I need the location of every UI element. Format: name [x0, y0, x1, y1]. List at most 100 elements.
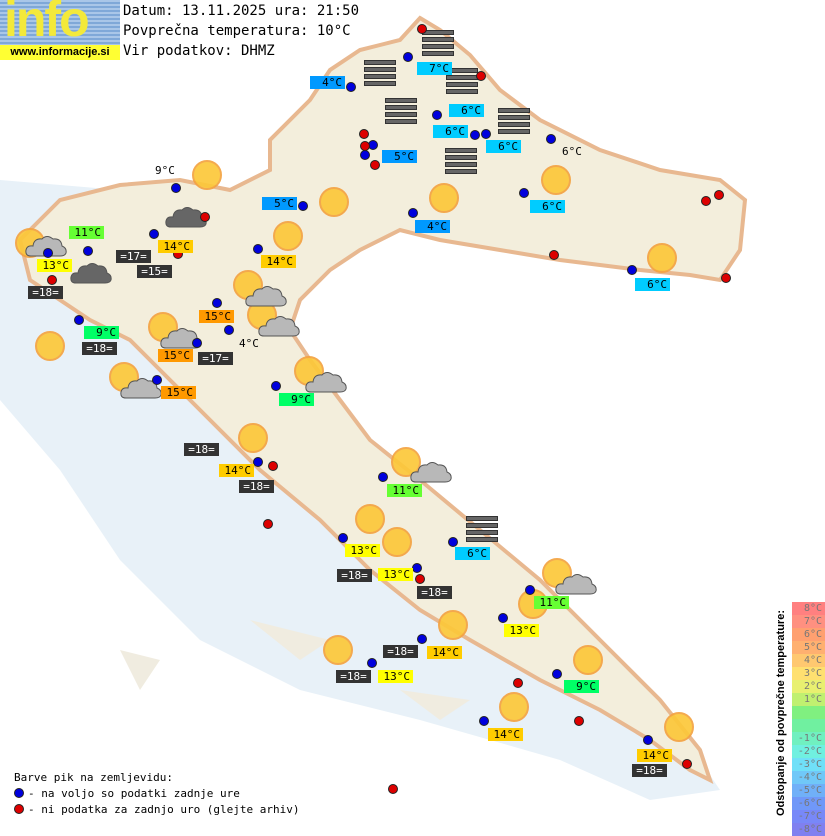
station-dot-available[interactable] [546, 134, 556, 144]
air-temp-label: 14°C [488, 728, 523, 741]
red-dot-icon [14, 804, 24, 814]
station-dot-available[interactable] [470, 130, 480, 140]
sun-icon [238, 423, 268, 453]
sun-icon [664, 712, 694, 742]
legend-blue-row: - na voljo so podatki zadnje ure [14, 786, 300, 802]
station-dot-available[interactable] [346, 82, 356, 92]
air-temp-label: 6°C [433, 125, 468, 138]
station-dot-available[interactable] [519, 188, 529, 198]
station-dot-missing[interactable] [200, 212, 210, 222]
station-dot-available[interactable] [192, 338, 202, 348]
station-dot-missing[interactable] [415, 574, 425, 584]
sea-temp-label: =18= [417, 586, 452, 599]
air-temp-label: 15°C [161, 386, 196, 399]
scale-step: -3°C [792, 758, 825, 771]
deviation-scale-title: Odstopanje od povprečne temperature: [775, 610, 787, 816]
station-dot-missing[interactable] [359, 129, 369, 139]
logo-word: info [4, 0, 88, 42]
scale-step: -6°C [792, 797, 825, 810]
station-dot-available[interactable] [224, 325, 234, 335]
station-dot-available[interactable] [298, 201, 308, 211]
air-temp-label: 9°C [84, 326, 119, 339]
fog-icon [498, 108, 530, 134]
air-temp-label: 15°C [199, 310, 234, 323]
station-dot-available[interactable] [552, 669, 562, 679]
air-temp-label: 11°C [387, 484, 422, 497]
station-dot-available[interactable] [149, 229, 159, 239]
station-dot-available[interactable] [417, 634, 427, 644]
station-dot-missing[interactable] [701, 196, 711, 206]
station-dot-available[interactable] [408, 208, 418, 218]
sea-temp-label: =17= [198, 352, 233, 365]
station-dot-available[interactable] [448, 537, 458, 547]
station-dot-available[interactable] [212, 298, 222, 308]
avg-temp-line: Povprečna temperatura: 10°C [123, 23, 351, 39]
station-dot-missing[interactable] [388, 784, 398, 794]
scale-step: 4°C [792, 654, 825, 667]
station-dot-missing[interactable] [721, 273, 731, 283]
cloud-icon [410, 460, 452, 488]
scale-step [792, 719, 825, 732]
scale-step [792, 706, 825, 719]
station-dot-available[interactable] [253, 457, 263, 467]
air-temp-label: 14°C [261, 255, 296, 268]
sun-icon [355, 504, 385, 534]
station-dot-available[interactable] [481, 129, 491, 139]
station-dot-available[interactable] [338, 533, 348, 543]
station-dot-available[interactable] [627, 265, 637, 275]
station-dot-available[interactable] [43, 248, 53, 258]
air-temp-label: 14°C [219, 464, 254, 477]
station-dot-available[interactable] [498, 613, 508, 623]
air-temp-label: 9°C [155, 164, 175, 177]
station-dot-available[interactable] [271, 381, 281, 391]
station-dot-available[interactable] [367, 658, 377, 668]
scale-step: -7°C [792, 810, 825, 823]
station-dot-available[interactable] [479, 716, 489, 726]
station-dot-missing[interactable] [549, 250, 559, 260]
fog-icon [466, 516, 498, 542]
station-dot-available[interactable] [643, 735, 653, 745]
sun-icon [429, 183, 459, 213]
legend-red-row: - ni podatka za zadnjo uro (glejte arhiv… [14, 802, 300, 818]
station-dot-available[interactable] [253, 244, 263, 254]
air-temp-label: 4°C [310, 76, 345, 89]
station-dot-available[interactable] [360, 150, 370, 160]
air-temp-label: 13°C [378, 670, 413, 683]
station-dot-missing[interactable] [268, 461, 278, 471]
fog-icon [445, 148, 477, 174]
sea-temp-label: =18= [337, 569, 372, 582]
station-dot-missing[interactable] [682, 759, 692, 769]
sea-temp-label: =17= [116, 250, 151, 263]
station-dot-available[interactable] [403, 52, 413, 62]
station-dot-available[interactable] [171, 183, 181, 193]
station-dot-missing[interactable] [47, 275, 57, 285]
station-dot-available[interactable] [378, 472, 388, 482]
station-dot-missing[interactable] [370, 160, 380, 170]
air-temp-label: 5°C [262, 197, 297, 210]
station-dot-available[interactable] [525, 585, 535, 595]
air-temp-label: 9°C [279, 393, 314, 406]
site-logo[interactable]: info www.informacije.si [0, 0, 120, 60]
scale-step: 8°C [792, 602, 825, 615]
station-dot-available[interactable] [432, 110, 442, 120]
station-dot-missing[interactable] [360, 141, 370, 151]
cloud-icon [555, 572, 597, 600]
air-temp-label: 13°C [345, 544, 380, 557]
air-temp-label: 13°C [504, 624, 539, 637]
station-dot-available[interactable] [74, 315, 84, 325]
station-dot-missing[interactable] [476, 71, 486, 81]
cloud-icon [305, 370, 347, 398]
station-dot-available[interactable] [83, 246, 93, 256]
air-temp-label: 5°C [382, 150, 417, 163]
air-temp-label: 7°C [417, 62, 452, 75]
station-dot-missing[interactable] [263, 519, 273, 529]
station-dot-missing[interactable] [714, 190, 724, 200]
logo-url-link[interactable]: www.informacije.si [0, 45, 120, 60]
station-dot-missing[interactable] [417, 24, 427, 34]
scale-step: -1°C [792, 732, 825, 745]
station-dot-available[interactable] [412, 563, 422, 573]
station-dot-available[interactable] [152, 375, 162, 385]
station-dot-missing[interactable] [574, 716, 584, 726]
sun-icon [499, 692, 529, 722]
station-dot-missing[interactable] [513, 678, 523, 688]
